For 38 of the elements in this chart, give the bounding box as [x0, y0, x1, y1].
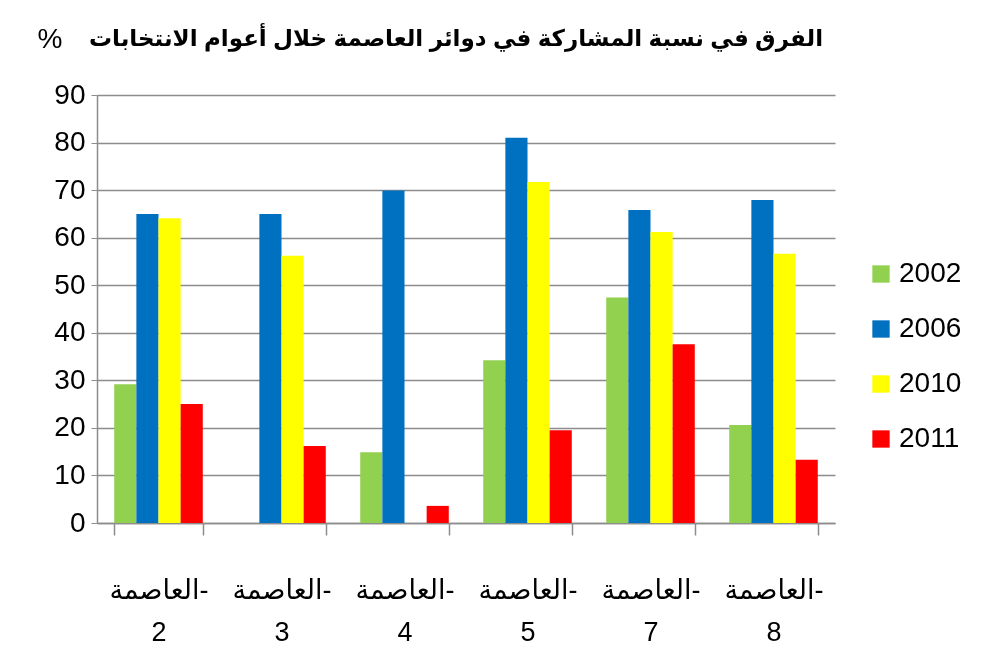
- y-tick-label: 80: [54, 126, 86, 158]
- chart-title: الفرق في نسبة المشاركة في دوائر العاصمة خلال أعوام الانتخابات: [88, 22, 824, 52]
- y-tick-label: 0: [69, 506, 86, 538]
- bar: [795, 459, 818, 523]
- bar: [672, 344, 695, 523]
- bar: [729, 425, 752, 523]
- bar: [650, 231, 673, 523]
- bar: [360, 452, 383, 523]
- y-tick-label: 90: [54, 78, 86, 110]
- bar: [606, 297, 629, 523]
- bar: [158, 218, 181, 523]
- bar: [180, 404, 203, 523]
- bar: [426, 505, 449, 523]
- bar: [527, 182, 550, 523]
- bar: [483, 360, 506, 523]
- bar: [303, 445, 326, 523]
- y-tick-label: 20: [54, 411, 86, 443]
- legend-label: 2002: [899, 257, 962, 288]
- bar: [773, 253, 796, 523]
- legend-label: 2006: [899, 312, 962, 343]
- bar: [382, 190, 405, 523]
- y-tick-label: 60: [54, 221, 86, 253]
- bar: [628, 210, 651, 523]
- bar: [549, 430, 572, 523]
- legend-label: 2010: [899, 367, 962, 398]
- bar: [505, 137, 528, 523]
- bar: [751, 200, 774, 523]
- bar: [259, 213, 282, 523]
- y-tick-label: 10: [54, 458, 86, 490]
- y-axis-title: %: [37, 22, 63, 54]
- bar: [114, 384, 137, 523]
- y-tick-label: 70: [54, 173, 86, 205]
- y-tick-label: 30: [54, 363, 86, 395]
- y-tick-label: 40: [54, 316, 86, 348]
- y-tick-label: 50: [54, 268, 86, 300]
- bar: [281, 255, 304, 523]
- bar: [136, 213, 159, 523]
- legend-label: 2011: [899, 422, 960, 453]
